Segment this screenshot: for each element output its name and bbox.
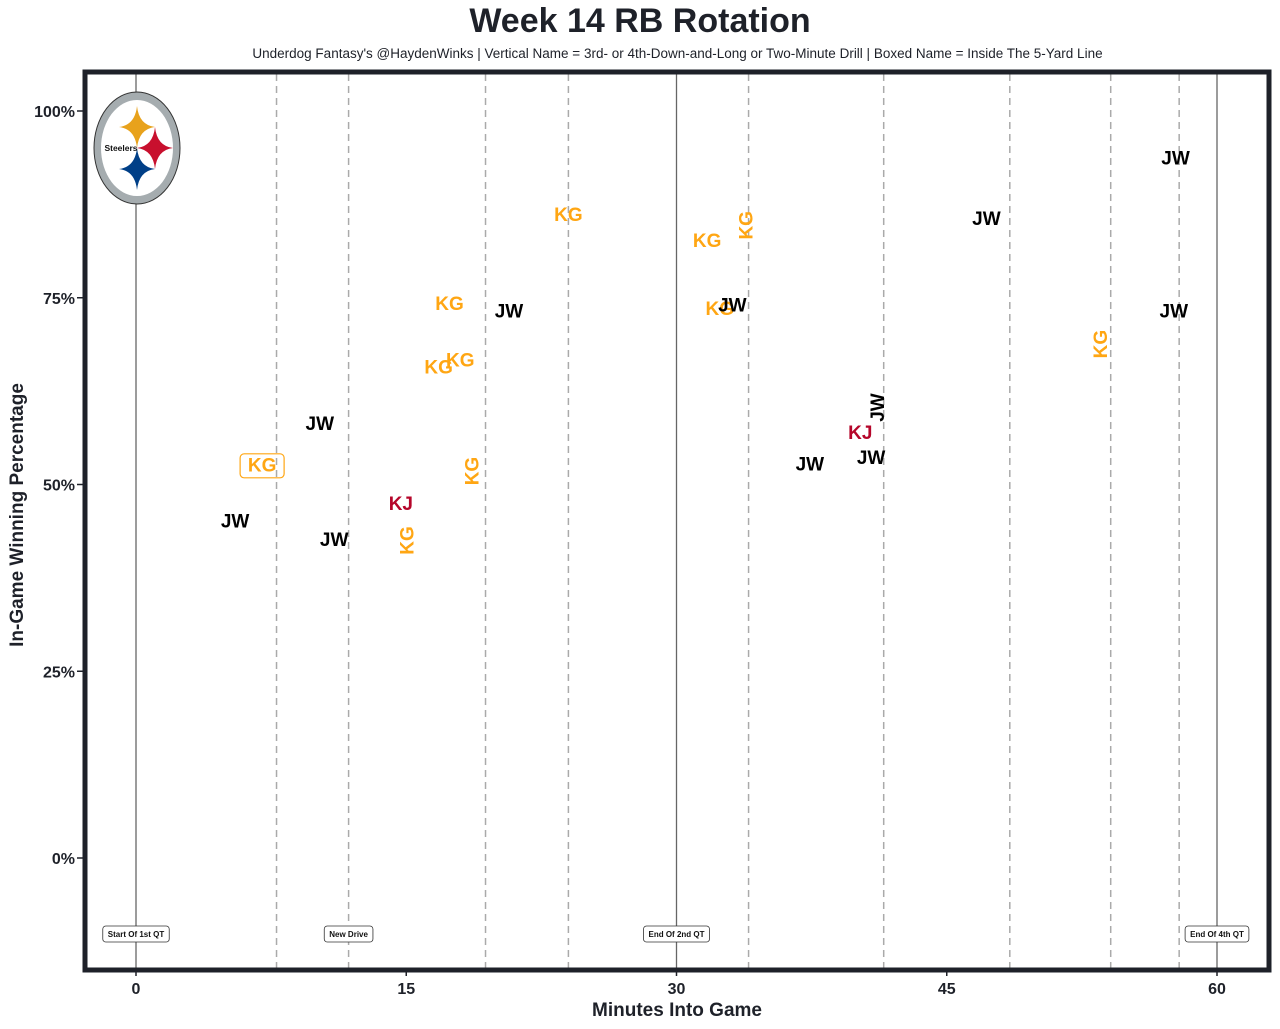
inside-5-box	[239, 453, 285, 479]
point-label: JW	[221, 511, 250, 532]
point-jw: JW	[320, 530, 349, 551]
point-label: JW	[495, 301, 524, 322]
x-axis: 0 15 30 45 60	[132, 970, 1226, 998]
point-kj: KJ	[389, 494, 413, 515]
point-label: JW	[857, 448, 886, 469]
point-label: JW	[1161, 148, 1190, 169]
annotation-label: New Drive	[323, 925, 374, 943]
x-tick-label: 45	[938, 981, 956, 998]
point-jw: JW	[1160, 301, 1189, 322]
point-jw: JW	[796, 455, 825, 476]
y-axis-title: In-Game Winning Percentage	[7, 383, 28, 647]
point-jw: JW	[221, 511, 250, 532]
annotation-label: Start Of 1st QT	[102, 925, 170, 943]
y-tick-label: 0%	[52, 851, 75, 868]
point-label: KG	[705, 299, 734, 320]
steelers-logo: Steelers	[93, 91, 181, 205]
x-tick-label: 30	[668, 981, 686, 998]
y-axis: 0% 25% 50% 75% 100%	[34, 104, 83, 868]
y-tick-label: 50%	[43, 478, 75, 495]
point-label: KG	[424, 357, 453, 378]
logo-star-blue	[119, 148, 155, 190]
y-tick-label: 25%	[43, 664, 75, 681]
point-kg: KG	[398, 526, 419, 555]
point-kg: KG	[462, 457, 483, 486]
point-kg: KG	[424, 357, 453, 378]
point-kg: KG	[446, 351, 475, 372]
point-label: JW	[868, 393, 889, 422]
point-kg: KG	[693, 231, 722, 252]
point-kg: KG	[705, 299, 734, 320]
point-jw: JW	[718, 295, 747, 316]
point-kg: KG	[239, 453, 285, 479]
vertical-lines	[135, 74, 1218, 968]
point-label: KG	[736, 211, 757, 240]
annotation-text: End Of 4th QT	[1190, 930, 1244, 939]
data-points: JWKGJWJWKJKGKGKGKGKGJWKGKGKGJWKGJWKJJWJW…	[221, 148, 1190, 554]
x-axis-title: Minutes Into Game	[592, 1000, 762, 1021]
x-tick-label: 15	[397, 981, 415, 998]
point-label: JW	[1160, 301, 1189, 322]
annotation-box	[1184, 925, 1250, 943]
point-label: KG	[435, 294, 464, 315]
point-label: JW	[306, 414, 335, 435]
point-jw: JW	[495, 301, 524, 322]
point-kg: KG	[554, 205, 583, 226]
point-jw: JW	[857, 448, 886, 469]
point-kg: KG	[435, 294, 464, 315]
point-label: KG	[1091, 330, 1112, 359]
point-label: KG	[693, 231, 722, 252]
point-jw: JW	[1161, 148, 1190, 169]
annotation-box	[323, 925, 374, 943]
annotation-label: End Of 2nd QT	[643, 925, 710, 943]
annotation-text: New Drive	[329, 930, 368, 939]
annotation-text: End Of 2nd QT	[649, 930, 705, 939]
point-jw: JW	[972, 209, 1001, 230]
annotations: Start Of 1st QT New Drive End Of 2nd QT End…	[102, 925, 1250, 943]
point-kg: KG	[1091, 330, 1112, 359]
point-label: KG	[398, 526, 419, 555]
point-label: JW	[718, 295, 747, 316]
point-label: KG	[248, 455, 277, 476]
point-label: KG	[462, 457, 483, 486]
point-label: KJ	[848, 423, 872, 444]
x-tick-label: 60	[1208, 981, 1226, 998]
point-jw: JW	[868, 393, 889, 422]
logo-text: Steelers	[104, 143, 137, 153]
y-tick-label: 100%	[34, 104, 75, 121]
annotation-text: Start Of 1st QT	[108, 930, 165, 939]
logo-star-red	[137, 127, 173, 169]
point-label: KG	[554, 205, 583, 226]
logo-star-yellow	[119, 106, 155, 148]
point-kj: KJ	[848, 423, 872, 444]
chart-subtitle: Underdog Fantasy's @HaydenWinks | Vertic…	[252, 46, 1103, 61]
annotation-box	[102, 925, 170, 943]
point-jw: JW	[306, 414, 335, 435]
point-label: JW	[320, 530, 349, 551]
annotation-label: End Of 4th QT	[1184, 925, 1250, 943]
y-tick-label: 75%	[43, 291, 75, 308]
annotation-box	[643, 925, 710, 943]
point-label: KG	[446, 351, 475, 372]
point-label: JW	[796, 455, 825, 476]
x-tick-label: 0	[132, 981, 141, 998]
point-kg: KG	[736, 211, 757, 240]
point-label: JW	[972, 209, 1001, 230]
point-label: KJ	[389, 494, 413, 515]
chart-title: Week 14 RB Rotation	[469, 2, 811, 40]
